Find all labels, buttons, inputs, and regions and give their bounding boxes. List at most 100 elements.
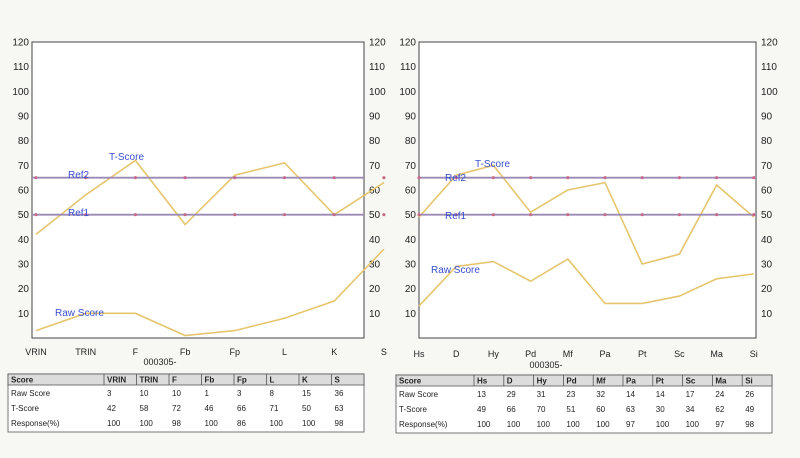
series-label-raw-score: Raw Score: [431, 265, 480, 276]
y-tick-right: 10: [761, 309, 773, 320]
table-cell: 100: [566, 420, 580, 429]
series-label-t-score: T-Score: [109, 152, 144, 163]
x-category-label: S: [381, 347, 387, 357]
y-tick-left: 30: [405, 260, 417, 271]
table-header-cell: D: [507, 377, 513, 386]
ref-point: [133, 176, 137, 180]
y-tick-right: 20: [369, 284, 381, 295]
table-cell: 100: [270, 419, 284, 428]
table-cell: 14: [626, 390, 635, 399]
y-tick-left: 40: [405, 235, 417, 246]
x-category-label: Hs: [414, 349, 425, 359]
table-header-cell: Ma: [715, 377, 727, 386]
y-tick-left: 110: [13, 62, 29, 73]
table-cell: 49: [745, 405, 754, 414]
ref-point: [382, 213, 386, 217]
y-tick-left: 100: [12, 87, 29, 98]
table-cell: 63: [626, 405, 635, 414]
series-line-t-score: [418, 164, 755, 265]
table-cell: 23: [566, 390, 575, 399]
table-row-label: Response(%): [399, 420, 448, 429]
table-cell: 46: [205, 404, 214, 413]
y-tick-right: 60: [369, 186, 381, 197]
series-label-raw-score: Raw Score: [55, 308, 104, 319]
table-cell: 30: [656, 405, 665, 414]
series-label-ref1: Ref1: [445, 211, 467, 222]
table-cell: 98: [745, 420, 754, 429]
table-cell: 100: [686, 420, 700, 429]
table-header-cell: Pt: [656, 377, 664, 386]
ref-point: [529, 176, 533, 180]
y-tick-right: 100: [369, 87, 386, 98]
x-category-label: Sc: [674, 349, 685, 359]
x-category-label: Fb: [180, 347, 191, 357]
ref-point: [417, 176, 421, 180]
ref-point: [282, 213, 287, 217]
y-tick-left: 30: [18, 260, 30, 271]
table-row-label: T-Score: [399, 405, 428, 414]
table-cell: 34: [686, 405, 695, 414]
table-cell: 31: [537, 390, 546, 399]
table-header-cell: VRIN: [107, 376, 126, 385]
y-tick-left: 50: [18, 210, 30, 221]
table-header-cell: K: [302, 376, 308, 385]
table-cell: 98: [172, 419, 181, 428]
y-tick-right: 30: [369, 260, 381, 271]
series-line-raw-score: [418, 258, 754, 307]
score-table: Score VRIN TRIN F Fb Fp L K S Raw Score 3 10 10 1 3 8 15…: [7, 373, 365, 433]
y-tick-right: 40: [761, 235, 773, 246]
table-cell: 63: [335, 404, 344, 413]
x-category-label: Mf: [563, 349, 573, 359]
series-line-raw-score: [35, 248, 385, 337]
score-table: Score Hs D Hy Pd Mf Pa Pt Sc Ma Si Raw Score 13 29 31 2…: [395, 374, 773, 434]
ref-point: [282, 176, 287, 180]
table-row-label: Raw Score: [11, 389, 51, 398]
x-category-label: F: [133, 347, 139, 357]
table-header-cell: Pd: [566, 377, 576, 386]
table-cell: 32: [596, 390, 605, 399]
table-header-row: [395, 374, 773, 387]
y-tick-left: 70: [18, 161, 30, 172]
series-label-ref2: Ref2: [68, 170, 90, 181]
table-row-label: Response(%): [11, 419, 60, 428]
ref-point: [640, 213, 644, 217]
table-cell: 8: [270, 389, 275, 398]
table-cell: 66: [237, 404, 246, 413]
table-cell: 66: [507, 405, 516, 414]
plot-area: [31, 41, 365, 339]
x-category-label: TRIN: [75, 347, 96, 357]
ref-point: [566, 176, 570, 180]
y-tick-left: 40: [18, 235, 30, 246]
y-tick-right: 80: [761, 136, 773, 147]
table-header-cell: Sc: [686, 377, 696, 386]
ref-point: [715, 213, 719, 217]
table-row-label: T-Score: [11, 404, 40, 413]
y-tick-right: 70: [761, 161, 773, 172]
chart-subtitle: 000305-: [143, 357, 176, 367]
y-tick-left: 80: [405, 136, 417, 147]
y-tick-right: 90: [761, 112, 773, 123]
y-tick-left: 20: [405, 284, 417, 295]
x-category-label: VRIN: [25, 347, 47, 357]
ref-point: [752, 213, 756, 217]
table-cell: 100: [107, 419, 121, 428]
x-category-label: Pd: [525, 349, 536, 359]
table-cell: 3: [237, 389, 242, 398]
ref-point: [454, 213, 458, 217]
x-category-label: Pa: [599, 349, 610, 359]
y-tick-left: 90: [18, 112, 30, 123]
table-cell: 100: [507, 420, 521, 429]
ref-point: [233, 213, 237, 217]
table-cell: 100: [537, 420, 551, 429]
table-cell: 29: [507, 390, 516, 399]
table-cell: 58: [140, 404, 149, 413]
table-header-cell: L: [270, 376, 275, 385]
x-category-label: Hy: [488, 349, 499, 359]
y-tick-right: 120: [761, 38, 778, 49]
x-category-label: Fp: [230, 347, 241, 357]
table-cell: 72: [172, 404, 181, 413]
y-tick-right: 40: [369, 235, 381, 246]
y-tick-right: 30: [761, 260, 773, 271]
series-label-ref2: Ref2: [445, 173, 467, 184]
table-cell: 49: [477, 405, 486, 414]
